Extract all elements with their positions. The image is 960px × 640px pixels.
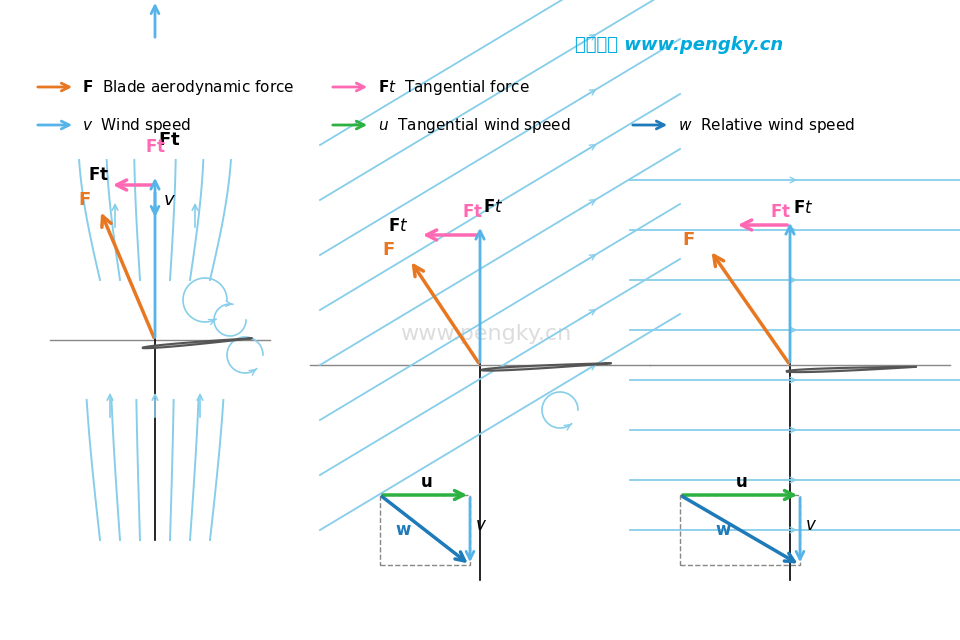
Text: $\bf{F}$$\bf{t}$: $\bf{F}$$\bf{t}$ <box>145 138 166 156</box>
Text: $\bf{F}$$\it{t}$: $\bf{F}$$\it{t}$ <box>793 199 813 217</box>
Polygon shape <box>142 339 252 348</box>
Text: $\bf{F}$$\bf{t}$: $\bf{F}$$\bf{t}$ <box>158 131 180 149</box>
Text: $\bf{w}$: $\bf{w}$ <box>715 521 732 539</box>
Bar <box>380 495 470 565</box>
Text: $\it{v}$: $\it{v}$ <box>475 516 487 534</box>
Text: $\it{w}$  Relative wind speed: $\it{w}$ Relative wind speed <box>678 116 854 135</box>
Polygon shape <box>786 367 916 372</box>
Text: $\bf{F}$: $\bf{F}$ <box>682 231 695 249</box>
Text: $\bf{F}$$\it{t}$: $\bf{F}$$\it{t}$ <box>388 217 408 235</box>
Text: $\bf{F}$$\bf{t}$: $\bf{F}$$\bf{t}$ <box>88 166 109 184</box>
Text: $\it{v}$: $\it{v}$ <box>805 516 817 534</box>
Text: $\bf{F}$$\it{t}$: $\bf{F}$$\it{t}$ <box>483 198 503 216</box>
Text: $\bf{F}$  Blade aerodynamic force: $\bf{F}$ Blade aerodynamic force <box>82 78 295 97</box>
Text: www.pengky.cn: www.pengky.cn <box>400 324 571 344</box>
Text: $\it{v}$  Wind speed: $\it{v}$ Wind speed <box>82 116 191 135</box>
Text: $\bf{F}$: $\bf{F}$ <box>382 241 395 259</box>
Bar <box>680 495 800 565</box>
Polygon shape <box>481 364 611 371</box>
Text: $\bf{F}$$\bf{t}$: $\bf{F}$$\bf{t}$ <box>462 203 483 221</box>
Text: $\bf{F}$$\it{t}$  Tangential force: $\bf{F}$$\it{t}$ Tangential force <box>378 78 530 97</box>
Text: $\bf{w}$: $\bf{w}$ <box>395 521 412 539</box>
Text: $\bf{u}$: $\bf{u}$ <box>420 473 432 491</box>
Text: $\bf{F}$: $\bf{F}$ <box>78 191 91 209</box>
Text: $\bf{u}$: $\bf{u}$ <box>735 473 748 491</box>
Text: 鹏茬科艺 www.pengky.cn: 鹏茬科艺 www.pengky.cn <box>575 36 783 54</box>
Text: $\it{u}$  Tangential wind speed: $\it{u}$ Tangential wind speed <box>378 116 571 135</box>
Text: $\bf{F}$$\bf{t}$: $\bf{F}$$\bf{t}$ <box>770 203 791 221</box>
Text: $\it{v}$: $\it{v}$ <box>163 191 176 209</box>
